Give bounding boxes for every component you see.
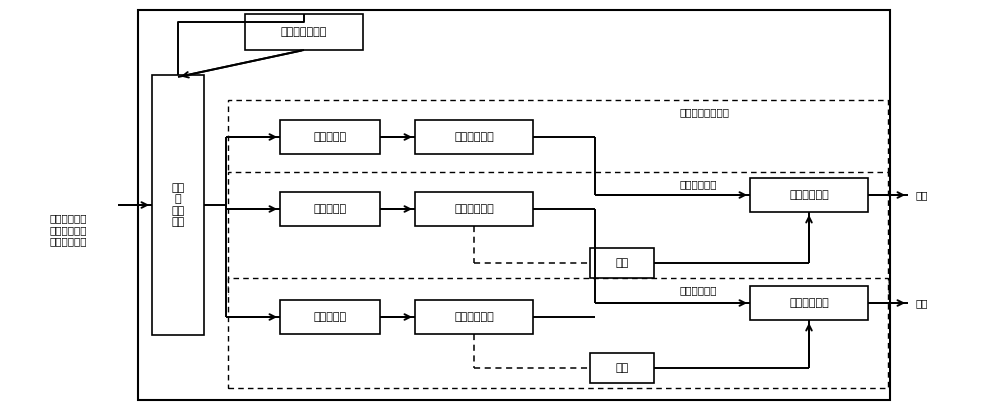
Bar — [228, 278, 888, 388]
Text: 标准视频码流数据: 标准视频码流数据 — [680, 107, 730, 117]
Bar — [228, 100, 888, 174]
Text: 特征提取步骤: 特征提取步骤 — [454, 312, 494, 322]
Text: 输出: 输出 — [916, 298, 928, 308]
Text: 状态监视与反馈: 状态监视与反馈 — [281, 27, 327, 37]
Text: 特征对比步骤: 特征对比步骤 — [789, 190, 829, 200]
Text: 特征对比步骤: 特征对比步骤 — [789, 298, 829, 308]
Bar — [245, 14, 363, 50]
Bar — [280, 120, 380, 154]
Text: 特征提取步骤: 特征提取步骤 — [454, 132, 494, 142]
Bar — [228, 172, 888, 294]
Text: 视频码流数据: 视频码流数据 — [680, 285, 718, 295]
Bar — [138, 10, 890, 400]
Bar — [280, 192, 380, 226]
Bar — [590, 353, 654, 383]
Text: 同步: 同步 — [615, 363, 629, 373]
Bar — [415, 120, 533, 154]
Text: 接收
与
调度
步骤: 接收 与 调度 步骤 — [171, 183, 185, 228]
Text: 预处理步骤: 预处理步骤 — [313, 132, 347, 142]
Bar — [750, 178, 868, 212]
Bar — [152, 75, 204, 335]
Text: 同步: 同步 — [615, 258, 629, 268]
Text: 预处理步骤: 预处理步骤 — [313, 312, 347, 322]
Text: 特征提取步骤: 特征提取步骤 — [454, 204, 494, 214]
Bar — [415, 300, 533, 334]
Text: 视频码流数据: 视频码流数据 — [680, 179, 718, 189]
Text: 输出: 输出 — [916, 190, 928, 200]
Text: 预处理步骤: 预处理步骤 — [313, 204, 347, 214]
Bar — [750, 286, 868, 320]
Text: 多频道视频码
流数据和标准
视频码流数据: 多频道视频码 流数据和标准 视频码流数据 — [49, 214, 87, 247]
Bar — [415, 192, 533, 226]
Bar — [280, 300, 380, 334]
Bar — [590, 248, 654, 278]
